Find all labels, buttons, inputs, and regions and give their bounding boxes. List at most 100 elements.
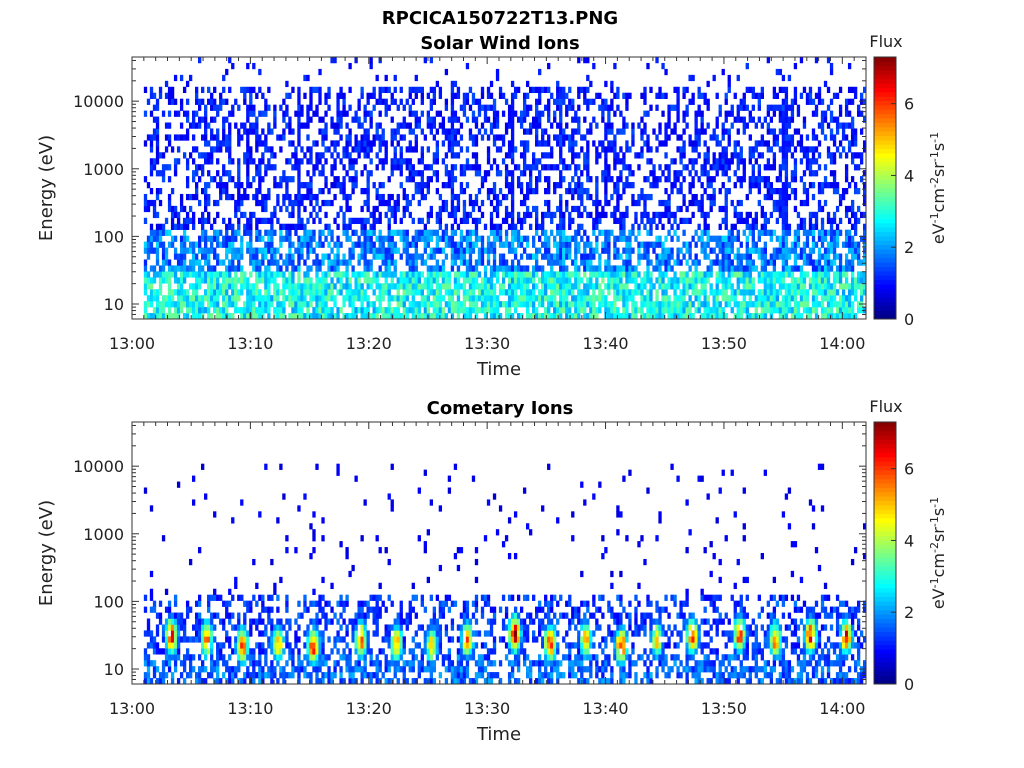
heatmap-cell — [742, 98, 746, 105]
heatmap-cell — [616, 104, 620, 111]
heatmap-cell — [489, 217, 494, 225]
heatmap-cell — [619, 193, 623, 201]
heatmap-cell — [688, 158, 692, 165]
heatmap-cell — [255, 188, 259, 195]
heatmap-cell — [721, 283, 725, 290]
heatmap-cell — [772, 140, 777, 147]
heatmap-cell — [628, 253, 632, 260]
heatmap-cell — [574, 110, 578, 117]
heatmap-cell — [595, 193, 599, 201]
heatmap-cell — [228, 217, 232, 225]
heatmap-cell — [155, 98, 160, 105]
heatmap-cell — [727, 86, 731, 94]
heatmap-cell — [441, 140, 446, 147]
heatmap-cell — [679, 134, 683, 141]
heatmap-cell — [333, 128, 337, 135]
heatmap-cell — [384, 199, 388, 207]
heatmap-cell — [751, 229, 755, 236]
heatmap-cell — [622, 217, 626, 225]
heatmap-cell — [462, 217, 467, 225]
heatmap-cell — [176, 301, 181, 308]
heatmap-cell — [495, 295, 500, 302]
heatmap-cell — [435, 259, 440, 266]
heatmap-cell — [613, 235, 617, 242]
heatmap-cell — [237, 134, 241, 141]
heatmap-cell — [766, 217, 771, 225]
heatmap-cell — [173, 170, 178, 177]
heatmap-cell — [273, 247, 277, 254]
heatmap-cell — [342, 188, 346, 195]
heatmap-cell — [691, 199, 695, 207]
heatmap-cell — [817, 182, 822, 189]
heatmap-cell — [513, 283, 518, 290]
heatmap-cell — [790, 116, 795, 123]
heatmap-cell — [757, 199, 761, 207]
heatmap-cell — [191, 295, 196, 302]
heatmap-cell — [559, 122, 563, 129]
heatmap-cell — [339, 134, 343, 141]
heatmap-cell — [556, 277, 560, 284]
heatmap-cell — [751, 241, 755, 248]
heatmap-cell — [243, 158, 247, 165]
heatmap-cell — [643, 271, 647, 278]
heatmap-cell — [510, 176, 515, 183]
heatmap-cell — [498, 170, 503, 177]
heatmap-cell — [793, 301, 798, 308]
heatmap-cell — [228, 134, 232, 141]
heatmap-cell — [339, 277, 343, 284]
heatmap-cell — [411, 164, 415, 171]
heatmap-cell — [772, 253, 777, 260]
heatmap-cell — [194, 313, 199, 320]
heatmap-cell — [568, 146, 572, 153]
heatmap-cell — [345, 259, 349, 266]
heatmap-cell — [571, 146, 575, 153]
heatmap-cell — [586, 57, 590, 64]
heatmap-cell — [188, 283, 193, 290]
heatmap-cell — [273, 182, 277, 189]
heatmap-cell — [450, 307, 455, 314]
heatmap-cell — [155, 122, 160, 129]
heatmap-cell — [826, 146, 831, 153]
heatmap-cell — [670, 307, 674, 314]
heatmap-cell — [423, 229, 427, 236]
heatmap-cell — [225, 241, 229, 248]
heatmap-cell — [724, 241, 728, 248]
heatmap-cell — [216, 313, 220, 320]
heatmap-cell — [405, 229, 409, 236]
heatmap-cell — [167, 98, 172, 105]
heatmap-cell — [709, 235, 713, 242]
heatmap-cell — [291, 253, 295, 260]
heatmap-cell — [276, 265, 280, 272]
heatmap-cell — [276, 301, 280, 308]
heatmap-cell — [700, 193, 704, 201]
heatmap-cell — [381, 241, 385, 248]
heatmap-cell — [393, 313, 397, 320]
heatmap-cell — [595, 247, 599, 254]
heatmap-cell — [468, 289, 473, 296]
heatmap-cell — [161, 253, 166, 260]
heatmap-cell — [772, 92, 777, 99]
heatmap-cell — [610, 301, 614, 308]
heatmap-cell — [339, 110, 343, 117]
heatmap-cell — [480, 199, 485, 207]
heatmap-cell — [222, 241, 226, 248]
heatmap-cell — [553, 134, 557, 141]
heatmap-cell — [306, 170, 310, 177]
heatmap-cell — [733, 205, 737, 213]
heatmap-cell — [592, 229, 596, 236]
heatmap-cell — [781, 193, 786, 201]
heatmap-cell — [465, 307, 470, 314]
heatmap-cell — [207, 295, 211, 302]
heatmap-cell — [610, 176, 614, 183]
heatmap-cell — [787, 283, 792, 290]
heatmap-cell — [315, 152, 319, 159]
heatmap-cell — [492, 289, 497, 296]
heatmap-cell — [808, 92, 813, 99]
heatmap-cell — [336, 140, 340, 147]
heatmap-cell — [586, 211, 590, 219]
heatmap-cell — [345, 223, 349, 230]
heatmap-cell — [345, 313, 349, 320]
heatmap-cell — [525, 211, 530, 219]
heatmap-cell — [625, 235, 629, 242]
heatmap-cell — [664, 134, 668, 141]
